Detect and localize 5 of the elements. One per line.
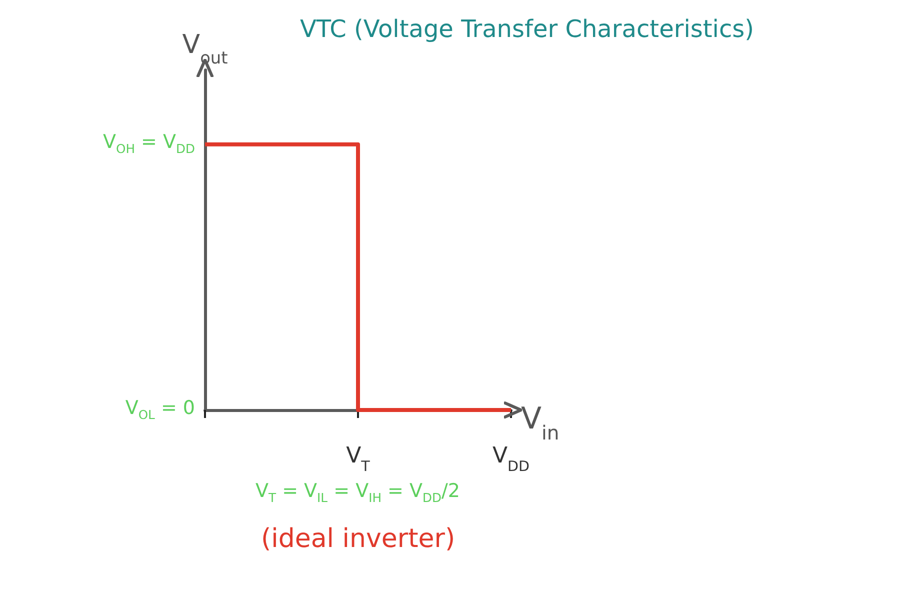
text: V$_{OL}$ = 0 xyxy=(125,397,195,423)
text: V$_{T}$ = V$_{IL}$ = V$_{IH}$ = V$_{DD}$/2 xyxy=(256,480,460,505)
text: V$_{OH}$ = V$_{DD}$ xyxy=(102,131,195,157)
text: (ideal inverter) xyxy=(261,524,456,556)
chart-title: VTC (Voltage Transfer Characteristics) xyxy=(300,15,754,43)
